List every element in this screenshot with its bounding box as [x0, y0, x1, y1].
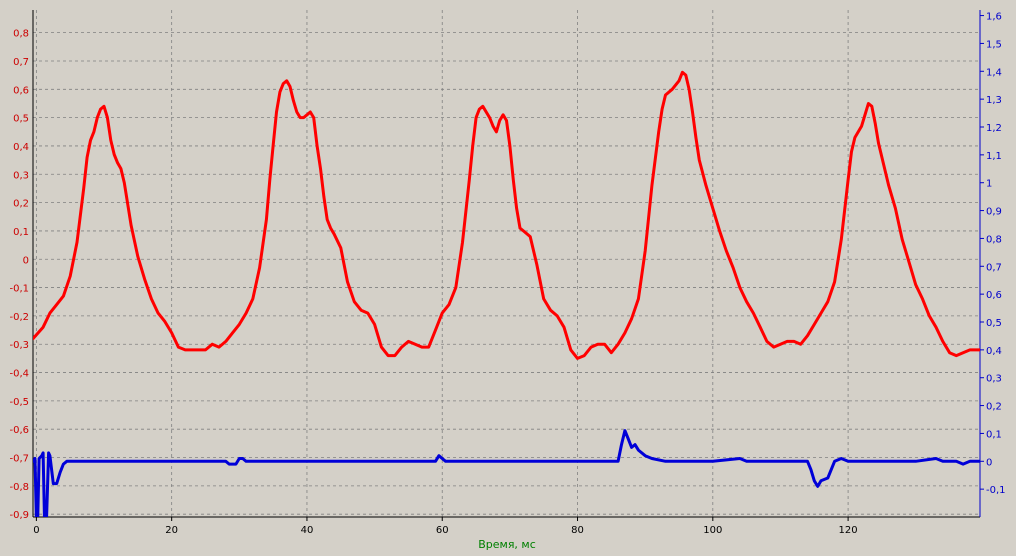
right-axis-tick-label: 0,9	[986, 207, 1002, 218]
left-axis-tick-label: -0,3	[9, 340, 29, 351]
left-axis-tick-label: -0,7	[9, 454, 29, 465]
right-axis-tick-label: 0,5	[986, 318, 1002, 329]
right-axis-tick-label: 1	[986, 179, 992, 190]
left-axis-tick-label: -0,8	[9, 482, 29, 493]
x-axis-title: Время, мс	[478, 538, 536, 551]
left-axis-tick-label: -0,4	[9, 369, 29, 380]
left-axis-tick-label: 0,8	[13, 29, 29, 40]
right-axis: -0,1 0 0,1 0,2 0,3 0,4 0,5 0,6 0,7 0,8 0,9 1 1,1 1,2 1…	[980, 12, 1006, 496]
left-axis-tick-label: 0,3	[13, 170, 29, 181]
plot-frame	[32, 10, 981, 518]
left-axis-tick-label: -0,2	[9, 312, 29, 323]
right-axis-tick-label: 0,2	[986, 402, 1002, 413]
x-axis-tick-label: 100	[703, 525, 722, 536]
left-axis-tick-label: 0,1	[13, 227, 29, 238]
left-axis-tick-label: -0,5	[9, 397, 29, 408]
right-axis-tick-label: -0,1	[986, 485, 1006, 496]
right-axis-tick-label: 0,1	[986, 429, 1002, 440]
right-axis-tick-label: 0,3	[986, 374, 1002, 385]
right-axis-tick-label: 1,4	[986, 67, 1002, 78]
x-axis-tick-label: 60	[436, 525, 449, 536]
right-axis-tick-label: 1,1	[986, 151, 1002, 162]
series-layer	[33, 70, 980, 517]
x-axis-tick-label: 120	[839, 525, 858, 536]
left-axis-tick-label: -0,9	[9, 510, 29, 521]
right-axis-tick-label: 0	[986, 457, 992, 468]
grid-layer	[33, 10, 980, 517]
left-axis-tick-label: -0,6	[9, 425, 29, 436]
right-axis-tick-label: 0,4	[986, 346, 1002, 357]
right-axis-tick-label: 1,2	[986, 123, 1002, 134]
left-axis-tick-label: 0	[23, 255, 29, 266]
right-axis-tick-label: 0,7	[986, 262, 1002, 273]
x-axis-tick-label: 40	[301, 525, 314, 536]
x-axis-tick-label: 80	[571, 525, 584, 536]
x-axis-tick-label: 0	[33, 525, 39, 536]
left-axis-tick-label: -0,1	[9, 284, 29, 295]
left-axis-tick-label: 0,7	[13, 57, 29, 68]
left-axis-tick-label: 0,4	[13, 142, 29, 153]
left-axis: -0,9 -0,8 -0,7 -0,6 -0,5 -0,4 -0,3 -0,2 -0,1 0 0,1…	[9, 29, 29, 522]
series-line-red	[33, 70, 980, 360]
left-axis-tick-label: 0,2	[13, 199, 29, 210]
right-axis-tick-label: 0,6	[986, 290, 1002, 301]
right-axis-tick-label: 1,3	[986, 95, 1002, 106]
x-axis: 0 20 40 60 80 100 120	[33, 517, 858, 536]
left-axis-tick-label: 0,6	[13, 85, 29, 96]
right-axis-tick-label: 1,5	[986, 39, 1002, 50]
left-axis-tick-label: 0,5	[13, 114, 29, 125]
series-line-blue	[33, 429, 980, 517]
right-axis-tick-label: 0,8	[986, 234, 1002, 245]
right-axis-tick-label: 1,6	[986, 12, 1002, 23]
x-axis-tick-label: 20	[165, 525, 178, 536]
